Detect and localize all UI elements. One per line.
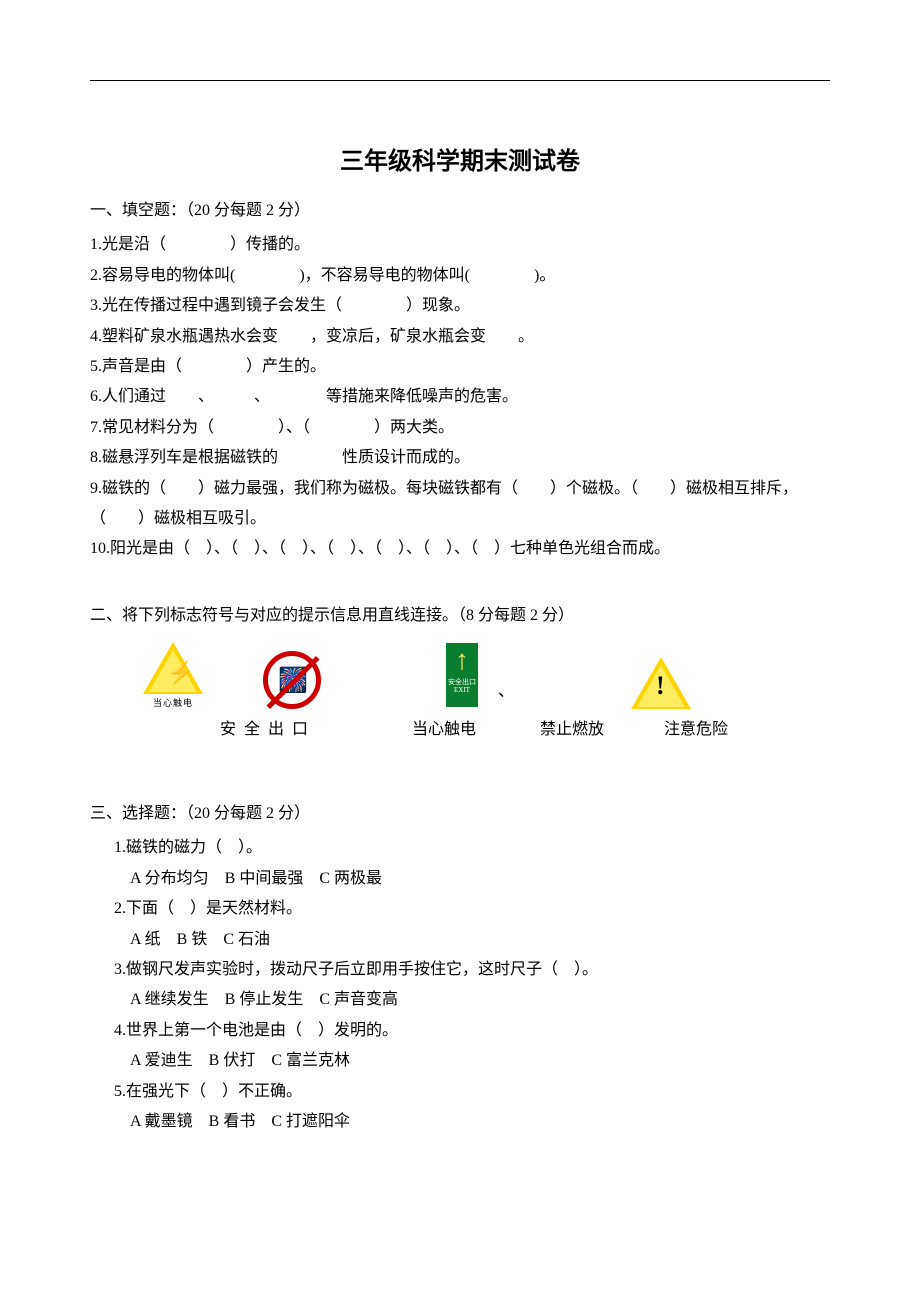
lightning-icon: ⚡ xyxy=(167,660,194,686)
s1-q6: 6.人们通过 、 、 等措施来降低噪声的危害。 xyxy=(90,382,830,412)
label-electric: 当心触电 xyxy=(412,715,476,739)
fireworks-icon: 🎆 xyxy=(278,666,308,695)
sign-caution: ! xyxy=(626,657,696,709)
exit-sign-icon: ↑ 安全出口 EXIT xyxy=(444,641,480,709)
s3-q4: 4.世界上第一个电池是由（ ）发明的。 xyxy=(90,1016,830,1046)
s3-q2: 2.下面（ ）是天然材料。 xyxy=(90,894,830,924)
section1-header: 一、填空题：（20 分每题 2 分） xyxy=(90,196,830,226)
label-safety-exit: 安全出口 xyxy=(220,715,316,739)
sign-electric-shock: ⚡ 当心触电 xyxy=(138,642,208,709)
s1-q8: 8.磁悬浮列车是根据磁铁的 性质设计而成的。 xyxy=(90,443,830,473)
s1-q4: 4.塑料矿泉水瓶遇热水会变 ，变凉后，矿泉水瓶会变 。 xyxy=(90,322,830,352)
electric-caption: 当心触电 xyxy=(153,696,193,709)
exclamation-icon: ! xyxy=(656,671,665,701)
s3-q1: 1.磁铁的磁力（ ）。 xyxy=(90,833,830,863)
s1-q5: 5.声音是由（ ）产生的。 xyxy=(90,352,830,382)
s3-q5: 5.在强光下（ ）不正确。 xyxy=(90,1077,830,1107)
labels-row: 安全出口 当心触电 禁止燃放 注意危险 xyxy=(90,715,830,739)
s1-q1: 1.光是沿（ ）传播的。 xyxy=(90,230,830,260)
signs-row: ⚡ 当心触电 🎆 ↑ 安全出口 EXIT 、 ! xyxy=(90,641,830,709)
sign-no-fireworks: 🎆 xyxy=(258,651,326,709)
s1-q10: 10.阳光是由（ ）、（ ）、（ ）、（ ）、（ ）、（ ）、（ ）七种单色光组… xyxy=(90,534,830,564)
sign-safety-exit: ↑ 安全出口 EXIT xyxy=(434,641,490,709)
label-danger: 注意危险 xyxy=(664,715,728,739)
up-arrow-icon: ↑ xyxy=(455,647,469,675)
exit-text: 安全出口 EXIT xyxy=(446,679,478,694)
s1-q9: 9.磁铁的（ ）磁力最强，我们称为磁极。每块磁铁都有（ ）个磁极。（ ）磁极相互… xyxy=(90,474,830,535)
s3-q4-options: A 爱迪生 B 伏打 C 富兰克林 xyxy=(90,1046,830,1076)
section3-header: 三、选择题：（20 分每题 2 分） xyxy=(90,799,830,829)
s3-q3: 3.做钢尺发声实验时，拨动尺子后立即用手按住它，这时尺子（ ）。 xyxy=(90,955,830,985)
s1-q3: 3.光在传播过程中遇到镜子会发生（ ）现象。 xyxy=(90,291,830,321)
s3-q2-options: A 纸 B 铁 C 石油 xyxy=(90,925,830,955)
s3-q3-options: A 继续发生 B 停止发生 C 声音变高 xyxy=(90,985,830,1015)
prohibit-circle-icon: 🎆 xyxy=(263,651,321,709)
comma-separator: 、 xyxy=(498,677,514,709)
electric-triangle-icon: ⚡ xyxy=(143,642,203,694)
section2-header: 二、将下列标志符号与对应的提示信息用直线连接。（8 分每题 2 分） xyxy=(90,601,830,631)
label-no-fireworks: 禁止燃放 xyxy=(540,715,604,739)
page-title: 三年级科学期末测试卷 xyxy=(90,141,830,176)
header-divider xyxy=(90,80,830,81)
s1-q7: 7.常见材料分为（ ）、（ ）两大类。 xyxy=(90,413,830,443)
s1-q2: 2.容易导电的物体叫( )，不容易导电的物体叫( )。 xyxy=(90,261,830,291)
caution-triangle-icon: ! xyxy=(631,657,691,709)
s3-q1-options: A 分布均匀 B 中间最强 C 两极最 xyxy=(90,864,830,894)
s3-q5-options: A 戴墨镜 B 看书 C 打遮阳伞 xyxy=(90,1107,830,1137)
